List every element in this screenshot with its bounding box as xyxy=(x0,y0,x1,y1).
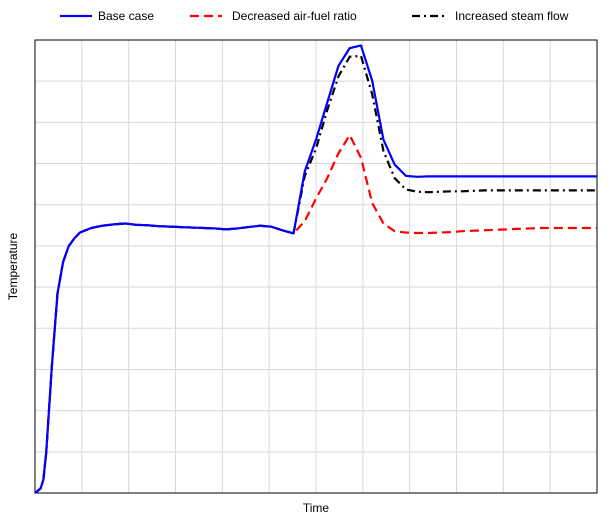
x-axis-label: Time xyxy=(303,501,330,515)
legend-label: Decreased air-fuel ratio xyxy=(232,9,357,23)
legend-label: Increased steam flow xyxy=(455,9,569,23)
legend-label: Base case xyxy=(98,9,154,23)
y-axis-label: Temperature xyxy=(6,232,20,300)
series-line-base-case xyxy=(34,44,597,494)
legend: Base case Decreased air-fuel ratio Increas… xyxy=(60,9,569,23)
series-layer xyxy=(34,44,597,494)
grid xyxy=(35,40,597,493)
plot-area xyxy=(34,39,598,494)
